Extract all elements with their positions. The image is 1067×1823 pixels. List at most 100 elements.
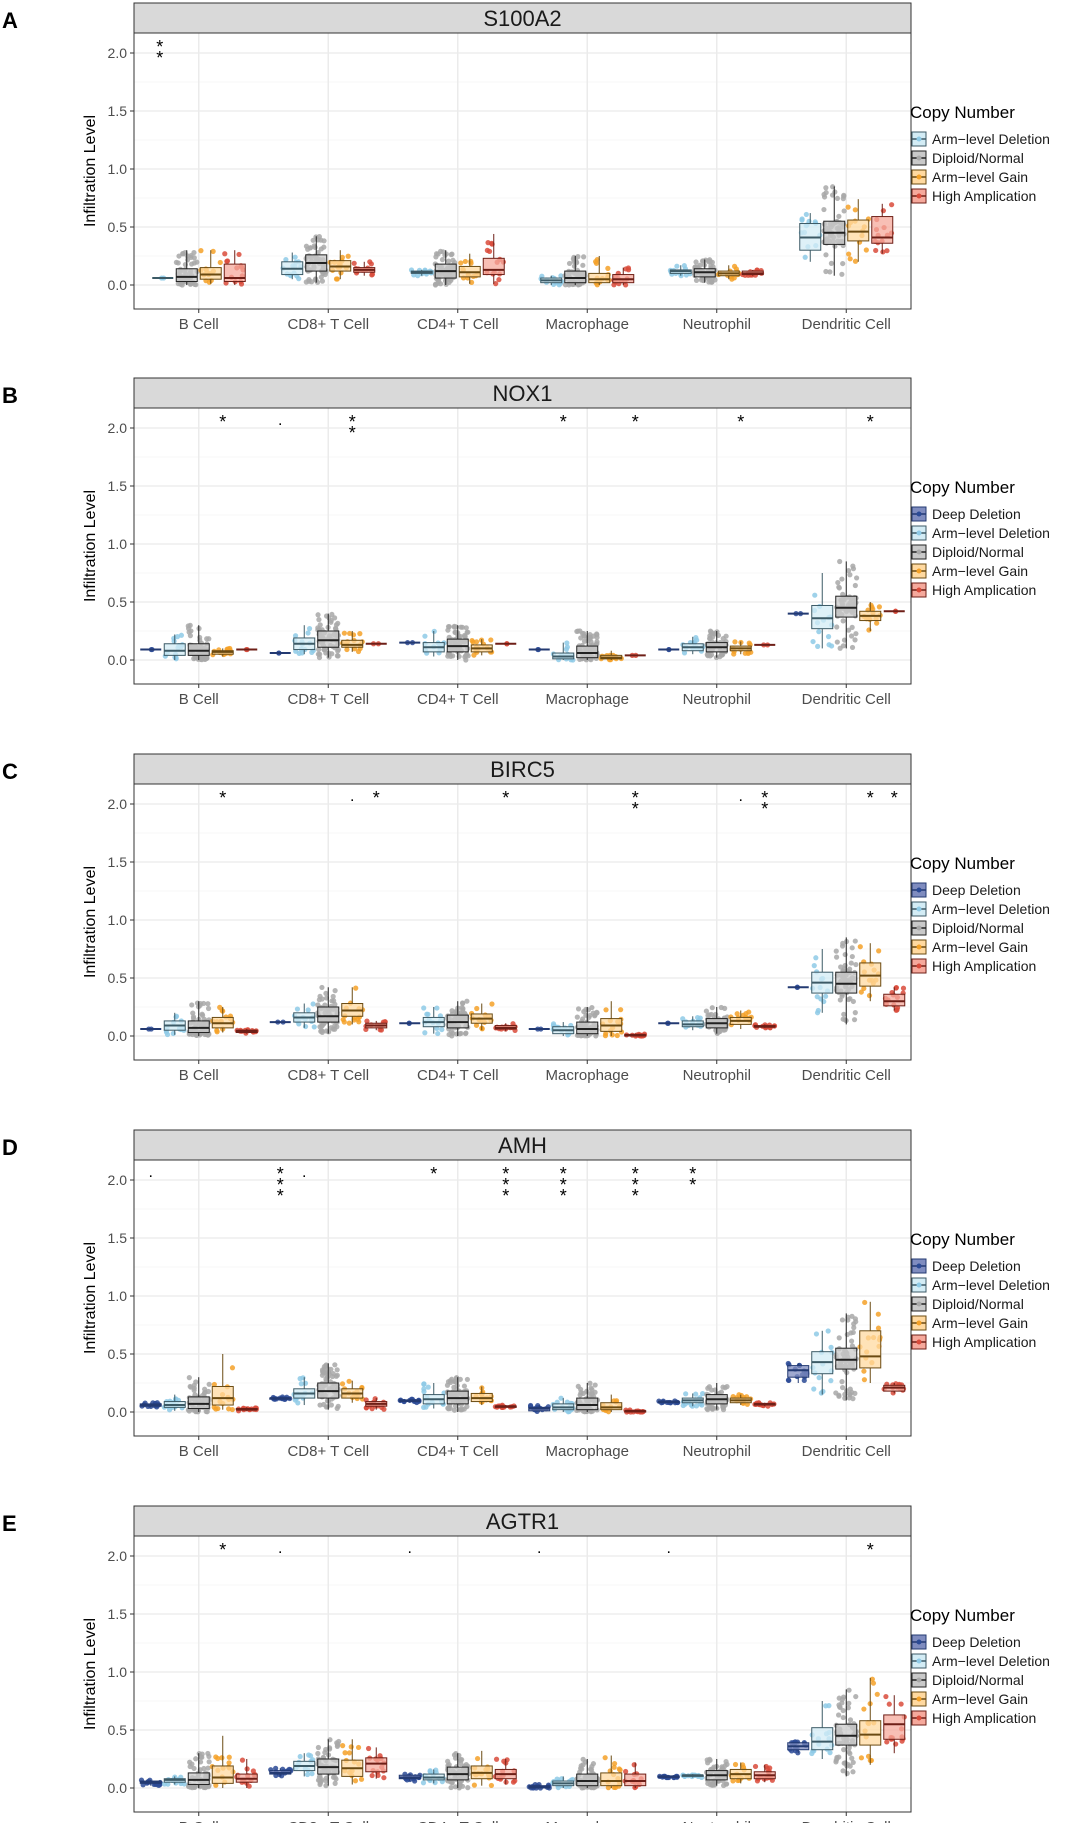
- data-point: [828, 260, 835, 266]
- box: [187, 643, 210, 656]
- legend-title: Copy Number: [910, 1606, 1015, 1625]
- panel-A: A S100A2 0.0 0.5 1.0 1.5 2.0 Infiltration Level…: [2, 2, 1050, 333]
- data-point: [614, 1032, 620, 1039]
- data-point: [456, 1752, 462, 1759]
- x-tick-label: B Cell: [179, 1819, 219, 1823]
- facet-strip: [133, 1129, 912, 1161]
- significance-mark: *: [560, 412, 567, 432]
- y-tick-label: 1.5: [108, 103, 128, 119]
- data-point: [707, 633, 713, 639]
- data-point: [828, 1378, 834, 1384]
- data-point: [625, 267, 632, 273]
- data-point: [194, 259, 200, 265]
- data-point: [421, 1404, 427, 1410]
- significance-mark: .: [739, 788, 743, 805]
- data-point: [452, 1378, 458, 1385]
- data-point: [317, 1781, 323, 1788]
- data-point: [589, 1004, 595, 1011]
- significance-mark: *: [219, 412, 226, 432]
- data-point: [452, 1403, 459, 1409]
- legend-label: High Amplication: [932, 188, 1036, 204]
- significance-mark: *: [761, 788, 768, 808]
- box: [187, 1396, 210, 1410]
- legend-label: Arm−level Deletion: [932, 525, 1050, 541]
- data-point: [618, 1007, 624, 1013]
- panel-C: C BIRC5 0.0 0.5 1.0 1.5 2.0 Infiltration Level B…: [2, 753, 1050, 1084]
- data-point: [848, 633, 855, 639]
- box: [847, 219, 870, 242]
- data-point: [187, 281, 194, 287]
- data-point: [328, 1025, 334, 1031]
- data-point: [840, 1714, 846, 1721]
- significance-mark: *: [761, 799, 768, 819]
- x-tick-label: CD4+ T Cell: [417, 1443, 499, 1460]
- x-tick-label: Dendritic Cell: [802, 1067, 891, 1084]
- data-point: [852, 1010, 858, 1016]
- data-point: [853, 961, 859, 968]
- data-point: [588, 1385, 594, 1391]
- data-point: [197, 1759, 204, 1765]
- data-point: [462, 654, 468, 660]
- data-point: [345, 253, 351, 259]
- data-point: [839, 576, 845, 582]
- data-point: [473, 1022, 480, 1028]
- data-point: [836, 1712, 842, 1718]
- data-point: [206, 1753, 212, 1760]
- boxes: [140, 937, 907, 1039]
- box: [835, 1723, 858, 1746]
- data-point: [215, 1755, 221, 1762]
- facet-title: NOX1: [493, 381, 553, 406]
- data-point: [674, 263, 680, 269]
- data-point: [246, 1783, 252, 1789]
- data-point: [329, 611, 335, 618]
- data-point: [451, 1752, 458, 1758]
- data-point: [200, 1012, 206, 1018]
- data-point: [837, 558, 843, 565]
- data-point: [718, 1389, 725, 1395]
- data-point: [205, 1005, 212, 1012]
- significance-mark: *: [502, 788, 509, 808]
- data-point: [323, 650, 329, 656]
- y-tick-label: 1.5: [108, 1230, 128, 1246]
- data-point: [318, 1028, 324, 1034]
- legend-key-dot: [916, 925, 922, 931]
- legend-label: Arm−level Gain: [932, 939, 1028, 955]
- x-tick-label: Macrophage: [546, 1443, 629, 1460]
- data-point: [239, 1757, 246, 1763]
- data-point: [839, 1384, 846, 1391]
- data-point: [858, 1755, 865, 1761]
- data-point: [321, 238, 327, 244]
- data-point: [415, 273, 421, 279]
- data-point: [849, 1343, 856, 1349]
- data-point: [813, 1331, 820, 1337]
- data-point: [894, 1005, 901, 1011]
- data-point: [845, 204, 851, 210]
- data-point: [836, 213, 842, 219]
- data-point: [834, 195, 841, 202]
- data-point: [710, 1404, 716, 1411]
- data-point: [189, 1002, 195, 1008]
- box: [564, 270, 587, 284]
- data-point: [857, 944, 863, 950]
- plot-area: [134, 33, 911, 309]
- data-point: [189, 261, 195, 267]
- data-point: [875, 1311, 881, 1317]
- data-point: [489, 240, 495, 247]
- significance-mark: *: [502, 1186, 509, 1206]
- data-point: [468, 279, 475, 286]
- data-point: [845, 1314, 851, 1320]
- box: [883, 993, 906, 1007]
- data-point: [564, 644, 570, 650]
- data-point: [603, 1007, 609, 1013]
- data-point: [448, 252, 454, 258]
- data-point: [462, 1030, 469, 1037]
- data-point: [870, 606, 876, 612]
- data-point: [457, 633, 464, 640]
- x-tick-label: CD8+ T Cell: [287, 691, 369, 708]
- data-point: [188, 628, 194, 634]
- legend-key-dot: [916, 136, 922, 142]
- data-point: [785, 1377, 792, 1383]
- data-point: [850, 1769, 856, 1775]
- panel-D: D AMH 0.0 0.5 1.0 1.5 2.0 Infiltration Level B C…: [2, 1129, 1050, 1460]
- legend-label: Arm−level Gain: [932, 169, 1028, 185]
